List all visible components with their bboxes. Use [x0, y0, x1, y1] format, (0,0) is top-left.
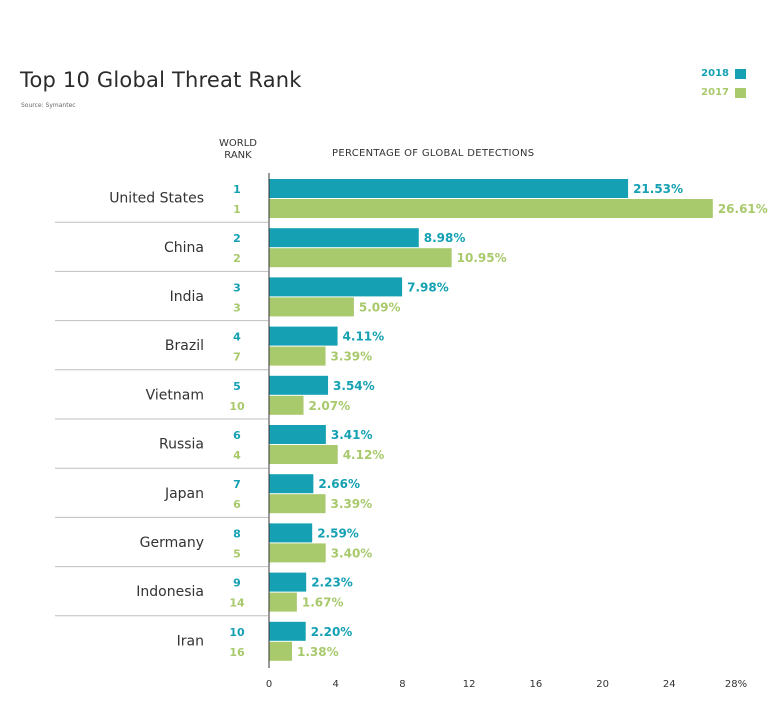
value-label-2017: 1.38% [297, 645, 339, 659]
bar-2018 [269, 621, 306, 641]
bar-2018 [269, 277, 403, 297]
value-label-2017: 26.61% [718, 202, 768, 216]
bar-2018 [269, 375, 329, 395]
rank-2017: 1 [233, 203, 241, 216]
rank-2017: 10 [229, 400, 245, 413]
bar-2018 [269, 425, 326, 444]
bar-2017 [269, 445, 338, 464]
bar-2017 [269, 199, 713, 218]
bar-2017 [269, 395, 304, 415]
category-label: Russia [159, 437, 204, 453]
bar-2018 [269, 523, 313, 543]
legend-item-2018: 2018 [701, 68, 746, 79]
rank-column-header: WORLD RANK [219, 138, 257, 161]
category-label: Germany [140, 535, 204, 551]
bar-2017 [269, 346, 326, 366]
value-label-2017: 1.67% [302, 596, 344, 610]
value-label-2017: 2.07% [309, 399, 351, 413]
value-label-2018: 4.11% [343, 330, 385, 344]
rank-2017: 3 [233, 301, 241, 314]
rank-2018: 5 [233, 380, 241, 393]
rank-2018: 2 [233, 232, 241, 245]
category-label: India [170, 289, 204, 305]
rank-2018: 9 [233, 577, 241, 590]
bar-2017 [269, 248, 452, 268]
category-label: Vietnam [146, 387, 204, 403]
rank-2018: 4 [233, 331, 241, 344]
category-label: China [164, 240, 204, 256]
category-label: Indonesia [136, 584, 204, 600]
value-label-2018: 2.66% [318, 477, 360, 491]
x-tick-label: 12 [463, 679, 476, 690]
value-label-2018: 2.20% [311, 625, 353, 639]
bar-2017 [269, 641, 293, 661]
value-label-2017: 4.12% [343, 448, 385, 462]
rank-2017: 5 [233, 547, 241, 560]
rank-2018: 8 [233, 527, 241, 540]
x-axis-label: PERCENTAGE OF GLOBAL DETECTIONS [332, 148, 535, 159]
value-label-2018: 3.41% [331, 428, 373, 442]
bar-2018 [269, 228, 419, 248]
rank-2018: 1 [233, 183, 241, 196]
category-label: Brazil [165, 338, 204, 354]
legend-label-2018: 2018 [701, 68, 729, 79]
x-tick-label: 20 [596, 679, 609, 690]
value-label-2018: 3.54% [333, 379, 375, 393]
rank-2018: 10 [229, 626, 245, 639]
x-tick-label: 4 [333, 679, 339, 690]
rank-2018: 3 [233, 281, 241, 294]
bar-2017 [269, 297, 354, 317]
bar-2017 [269, 543, 326, 563]
value-label-2018: 2.23% [311, 576, 353, 590]
value-label-2018: 21.53% [633, 182, 683, 196]
x-tick-label: 16 [529, 679, 542, 690]
rank-2017: 2 [233, 252, 241, 265]
bar-2018 [269, 326, 338, 346]
bar-2018 [269, 572, 307, 592]
rank-2017: 7 [233, 351, 241, 364]
value-label-2018: 2.59% [317, 526, 359, 540]
value-label-2017: 3.39% [331, 350, 373, 364]
x-tick-label: 28% [725, 679, 747, 690]
rank-2017: 6 [233, 498, 241, 511]
rank-2018: 7 [233, 478, 241, 491]
x-tick-label: 24 [663, 679, 676, 690]
bar-2017 [269, 592, 297, 612]
value-label-2017: 5.09% [359, 300, 401, 314]
legend-swatch-2018 [735, 68, 746, 79]
value-label-2017: 3.40% [331, 546, 373, 560]
chart-title: Top 10 Global Threat Rank [20, 68, 302, 92]
category-label: United States [109, 191, 204, 207]
legend-label-2017: 2017 [701, 87, 729, 98]
bar-2018 [269, 179, 629, 198]
value-label-2017: 3.39% [331, 497, 373, 511]
value-label-2017: 10.95% [457, 251, 507, 265]
value-label-2018: 8.98% [424, 231, 466, 245]
legend-swatch-2017 [735, 87, 746, 98]
rank-2018: 6 [233, 429, 241, 442]
category-label: Iran [177, 633, 204, 649]
value-label-2018: 7.98% [407, 280, 449, 294]
x-tick-label: 8 [399, 679, 405, 690]
rank-2017: 14 [229, 597, 245, 610]
rank-2017: 4 [233, 449, 241, 462]
chart-source: Source: Symantec [21, 102, 76, 109]
bar-2018 [269, 474, 314, 494]
x-tick-label: 0 [266, 679, 272, 690]
bar-2017 [269, 494, 326, 514]
rank-2017: 16 [229, 646, 245, 659]
category-label: Japan [164, 486, 204, 502]
legend-item-2017: 2017 [701, 87, 746, 98]
